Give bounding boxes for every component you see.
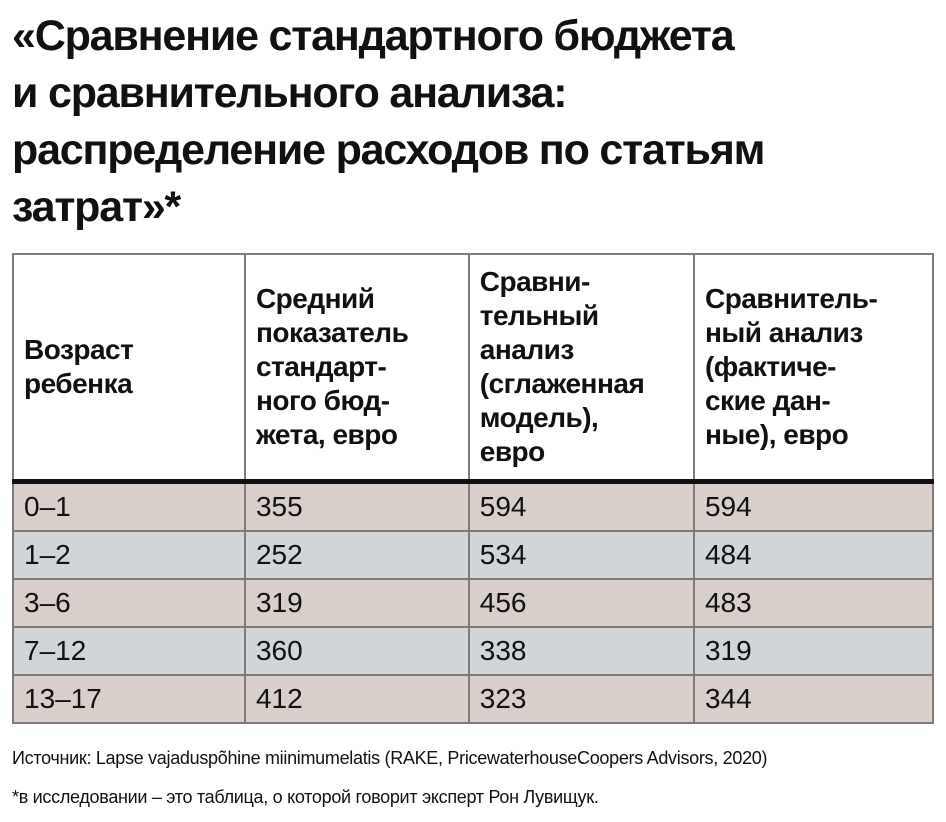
cell-value: 338 (467, 626, 695, 676)
header-age: Возраст ребенка (12, 253, 246, 484)
cell-value: 484 (692, 530, 935, 580)
page-title: «Сравнение стандартного бюджета и сравни… (12, 12, 765, 231)
cell-age: 0–1 (12, 480, 246, 532)
cell-value: 412 (243, 674, 470, 724)
cell-value: 344 (692, 674, 935, 724)
cell-value: 594 (692, 480, 935, 532)
cell-value: 252 (243, 530, 470, 580)
cell-age: 7–12 (12, 626, 246, 676)
cell-value: 319 (692, 626, 935, 676)
table-row: 1–2 252 534 484 (12, 530, 935, 580)
cell-value: 483 (692, 578, 935, 628)
cell-value: 594 (467, 480, 695, 532)
header-comparative-actual: Сравнитель- ный анализ (фактиче- ские да… (692, 253, 935, 484)
footnote: *в исследовании – это таблица, о которой… (12, 787, 599, 807)
header-standard-budget: Средний показатель стандарт- ного бюд- ж… (243, 253, 470, 484)
cell-age: 3–6 (12, 578, 246, 628)
table-row: 3–6 319 456 483 (12, 578, 935, 628)
cell-value: 319 (243, 578, 470, 628)
data-table: Возраст ребенка Средний показатель станд… (12, 253, 935, 724)
cell-age: 13–17 (12, 674, 246, 724)
source-note: Источник: Lapse vajaduspõhine miinimumel… (12, 748, 768, 768)
table-row: 7–12 360 338 319 (12, 626, 935, 676)
cell-age: 1–2 (12, 530, 246, 580)
header-comparative-smoothed: Сравни- тельный анализ (сглаженная модел… (467, 253, 695, 484)
cell-value: 355 (243, 480, 470, 532)
cell-value: 534 (467, 530, 695, 580)
table-header-row: Возраст ребенка Средний показатель станд… (12, 253, 935, 484)
cell-value: 323 (467, 674, 695, 724)
table-row: 13–17 412 323 344 (12, 674, 935, 724)
table-row: 0–1 355 594 594 (12, 480, 935, 532)
cell-value: 360 (243, 626, 470, 676)
cell-value: 456 (467, 578, 695, 628)
